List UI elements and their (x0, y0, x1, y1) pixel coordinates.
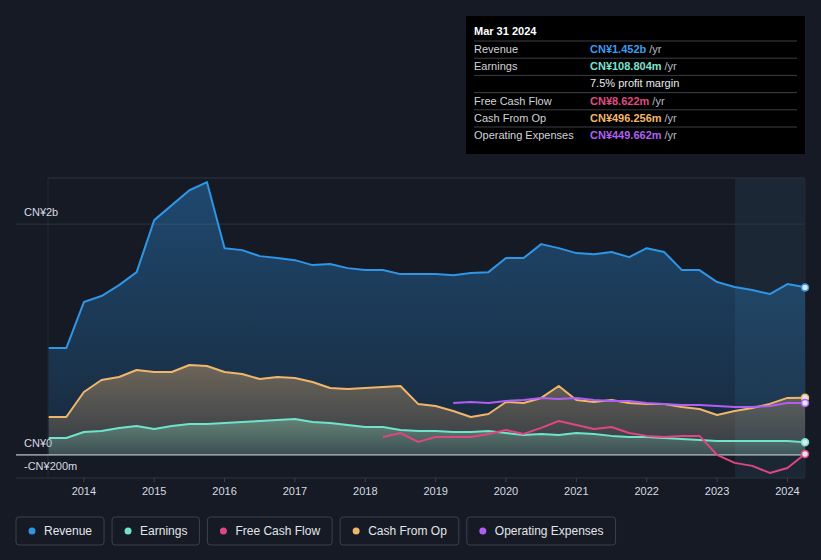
x-tick (365, 478, 366, 482)
tooltip-label: Operating Expenses (474, 129, 574, 141)
legend-box (340, 517, 459, 545)
tooltip-divider (474, 92, 797, 93)
legend-box (467, 517, 616, 545)
x-tick (717, 478, 718, 482)
tooltip-date: Mar 31 2024 (474, 25, 537, 37)
x-tick-label: 2014 (72, 485, 96, 497)
grid-line (16, 224, 805, 225)
tooltip-divider (474, 41, 797, 42)
legend-item[interactable]: Operating Expenses (467, 517, 616, 545)
x-tick (576, 478, 577, 482)
x-tick (224, 478, 225, 482)
x-tick (435, 478, 436, 482)
legend-label: Earnings (140, 524, 187, 538)
tooltip-label: Cash From Op (474, 112, 546, 124)
x-tick-label: 2017 (283, 485, 307, 497)
legend-swatch (220, 528, 227, 535)
tooltip-value: CN¥1.452b (590, 43, 647, 55)
range-left (48, 178, 49, 478)
legend-box (112, 517, 199, 545)
tooltip-divider (474, 58, 797, 59)
x-tick (787, 478, 788, 482)
line (453, 398, 805, 407)
line (49, 365, 805, 417)
legend-swatch (125, 528, 132, 535)
legend-item[interactable]: Revenue (16, 517, 104, 545)
legend-item[interactable]: Free Cash Flow (207, 517, 332, 545)
grid-line (16, 478, 805, 479)
tooltip-unit: /yr (652, 95, 665, 107)
area (49, 365, 805, 455)
tooltip-divider (474, 127, 797, 128)
x-tick-label: 2018 (353, 485, 377, 497)
end-marker (802, 284, 809, 291)
y-tick-label: -CN¥200m (24, 460, 77, 472)
tooltip-value: CN¥8.622m (590, 95, 650, 107)
tooltip-unit: /yr (665, 60, 678, 72)
tooltip-divider (474, 75, 797, 76)
legend-label: Operating Expenses (495, 524, 604, 538)
tooltip-unit: /yr (665, 129, 678, 141)
legend-swatch (479, 528, 486, 535)
legend-label: Free Cash Flow (235, 524, 320, 538)
range-top (48, 178, 805, 179)
legend-box (16, 517, 104, 545)
x-tick-label: 2016 (212, 485, 236, 497)
x-tick-label: 2021 (564, 485, 588, 497)
area (49, 182, 805, 455)
line (383, 421, 805, 473)
tooltip-value: CN¥449.662m (590, 129, 662, 141)
line (49, 182, 805, 348)
tooltip: Mar 31 2024 Revenue CN¥1.452b/yr Earnings CN… (466, 16, 805, 154)
x-tick (83, 478, 84, 482)
legend-label: Cash From Op (368, 524, 447, 538)
legend-swatch (353, 528, 360, 535)
x-tick (294, 478, 295, 482)
x-tick-label: 2020 (494, 485, 518, 497)
tooltip-divider (474, 109, 797, 110)
y-tick-label: CN¥0 (24, 437, 52, 449)
legend-item[interactable]: Cash From Op (340, 517, 459, 545)
tooltip-label: Earnings (474, 60, 518, 72)
x-tick (154, 478, 155, 482)
end-marker (802, 400, 809, 407)
x-tick-label: 2022 (634, 485, 658, 497)
tooltip-value: CN¥108.804m (590, 60, 662, 72)
end-marker (802, 439, 809, 446)
x-tick-label: 2015 (142, 485, 166, 497)
plot-area (49, 182, 805, 473)
legend-box (207, 517, 332, 545)
tooltip-unit: /yr (649, 43, 662, 55)
x-tick (505, 478, 506, 482)
tooltip-label: Revenue (474, 43, 518, 55)
tooltip-label: Free Cash Flow (474, 95, 552, 107)
tooltip-margin: 7.5% profit margin (590, 77, 679, 89)
legend-swatch (29, 528, 36, 535)
end-marker (802, 450, 809, 457)
x-tick-label: 2019 (423, 485, 447, 497)
x-tick (646, 478, 647, 482)
tooltip-unit: /yr (665, 112, 678, 124)
x-tick-label: 2024 (775, 485, 799, 497)
background (0, 0, 821, 560)
legend-item[interactable]: Earnings (112, 517, 199, 545)
legend-label: Revenue (44, 524, 92, 538)
tooltip-box (466, 16, 805, 154)
tooltip-value: CN¥496.256m (590, 112, 662, 124)
chart: -CN¥200m CN¥0 CN¥2b 2014 2015 2016 2017 2018 201… (0, 0, 821, 560)
y-tick-label: CN¥2b (24, 206, 58, 218)
x-tick-label: 2023 (705, 485, 729, 497)
